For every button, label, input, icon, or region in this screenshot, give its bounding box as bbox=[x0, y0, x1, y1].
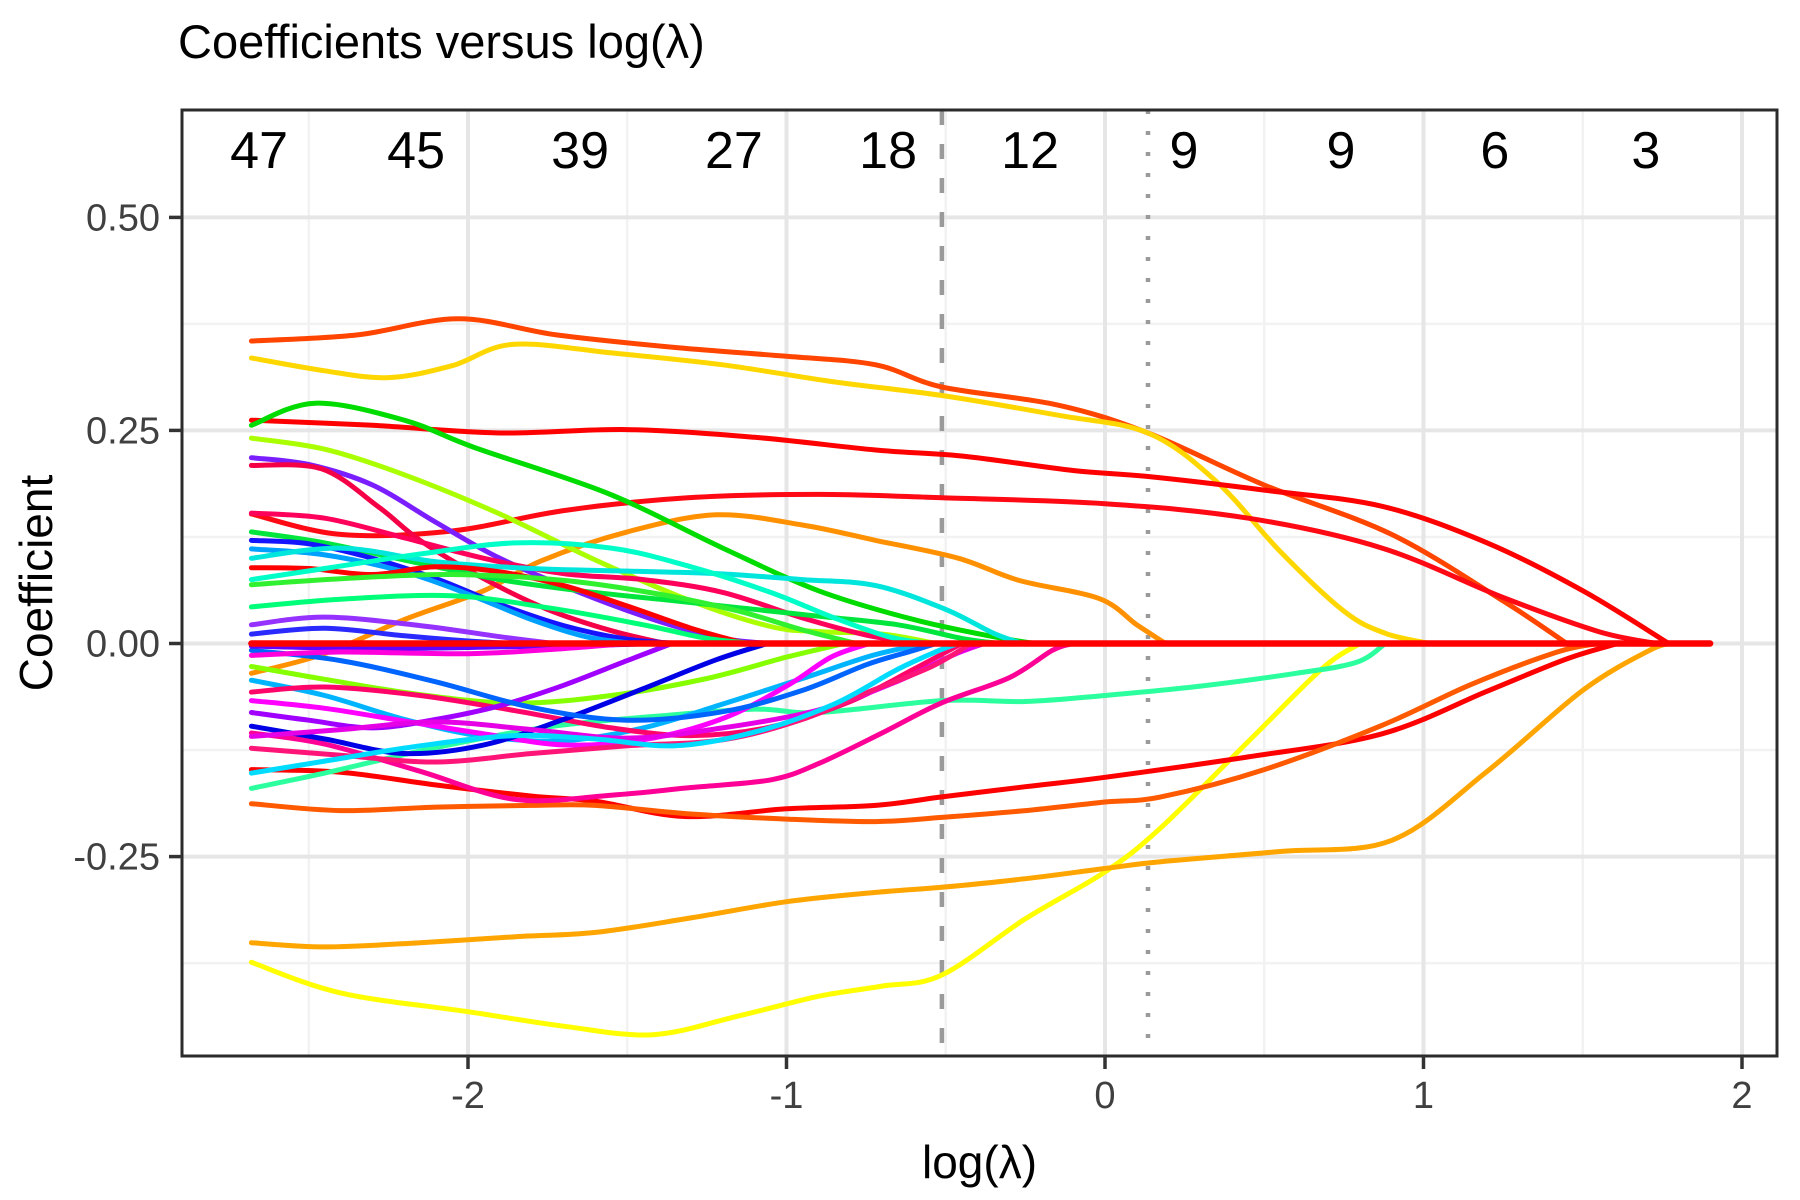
panel-border bbox=[180, 108, 1779, 1058]
df-count-label: 12 bbox=[1001, 122, 1059, 180]
coef-path-green-69 bbox=[248, 571, 860, 646]
coef-path-orange-mid bbox=[248, 512, 1168, 676]
coef-path-springgreen-bottom bbox=[248, 641, 1388, 791]
df-count-label: 9 bbox=[1327, 122, 1356, 180]
coef-path-violet-22 bbox=[248, 614, 557, 646]
coef-path-chartreuse-n bbox=[248, 641, 847, 706]
coefficient-paths bbox=[248, 316, 1714, 1038]
df-count-label: 3 bbox=[1631, 122, 1660, 180]
grid-minor bbox=[182, 110, 1777, 1056]
x-tick-label: -2 bbox=[451, 1075, 485, 1117]
x-tick-label: -1 bbox=[770, 1075, 804, 1117]
x-axis: -2 -1 0 1 2 bbox=[451, 1056, 1753, 1117]
coef-path-red-a bbox=[248, 417, 1672, 646]
coef-path-turquoise bbox=[248, 540, 933, 646]
coef-path-magenta-zero bbox=[248, 641, 630, 658]
coef-path-yellow-bottom bbox=[248, 641, 1363, 1038]
coef-path-deepsky bbox=[248, 546, 637, 646]
df-count-label: 6 bbox=[1480, 122, 1509, 180]
top-axis-df-labels: 47 45 39 27 18 12 9 9 6 3 bbox=[230, 122, 1660, 180]
coef-path-orange-bottom bbox=[248, 641, 1675, 950]
grid-major bbox=[182, 110, 1777, 1056]
coef-path-purple-n bbox=[248, 641, 675, 731]
df-count-label: 18 bbox=[859, 122, 917, 180]
coef-path-red-mid bbox=[248, 564, 748, 646]
coef-path-greenyellow-top bbox=[248, 435, 939, 646]
y-axis-title: Coefficient bbox=[10, 475, 62, 692]
coef-path-orangered-bottom bbox=[248, 641, 1602, 825]
y-tick-label: -0.25 bbox=[73, 837, 160, 879]
coef-path-rose-mid bbox=[248, 510, 923, 646]
y-tick-label: 0.50 bbox=[86, 197, 160, 239]
coef-path-springgreen-43 bbox=[248, 592, 758, 646]
x-tick-label: 1 bbox=[1413, 1075, 1434, 1117]
coef-path-red-b bbox=[248, 491, 1659, 646]
x-axis-title: log(λ) bbox=[922, 1136, 1037, 1188]
df-count-label: 39 bbox=[551, 122, 609, 180]
coef-path-deeppink-rise bbox=[248, 641, 1076, 804]
y-tick-label: 0.00 bbox=[86, 624, 160, 666]
coef-path-gold-top bbox=[248, 341, 1433, 646]
coef-path-magenta-n bbox=[248, 641, 872, 748]
chart-title: Coefficients versus log(λ) bbox=[178, 15, 705, 68]
coef-path-crimson-top bbox=[248, 462, 668, 646]
coef-path-cyan-n bbox=[248, 641, 961, 776]
coef-path-green-top bbox=[248, 400, 1038, 646]
coef-path-orangered-top bbox=[248, 316, 1570, 646]
df-count-label: 45 bbox=[387, 122, 445, 180]
y-axis: -0.25 0.00 0.25 0.50 bbox=[73, 197, 182, 879]
df-count-label: 27 bbox=[705, 122, 763, 180]
df-count-label: 9 bbox=[1170, 122, 1199, 180]
df-count-label: 47 bbox=[230, 122, 288, 180]
x-tick-label: 0 bbox=[1094, 1075, 1115, 1117]
coef-path-dodger-dash bbox=[248, 641, 939, 723]
x-tick-label: 2 bbox=[1731, 1075, 1752, 1117]
y-tick-label: 0.25 bbox=[86, 410, 160, 452]
lambda-reference-lines bbox=[939, 110, 1151, 1056]
